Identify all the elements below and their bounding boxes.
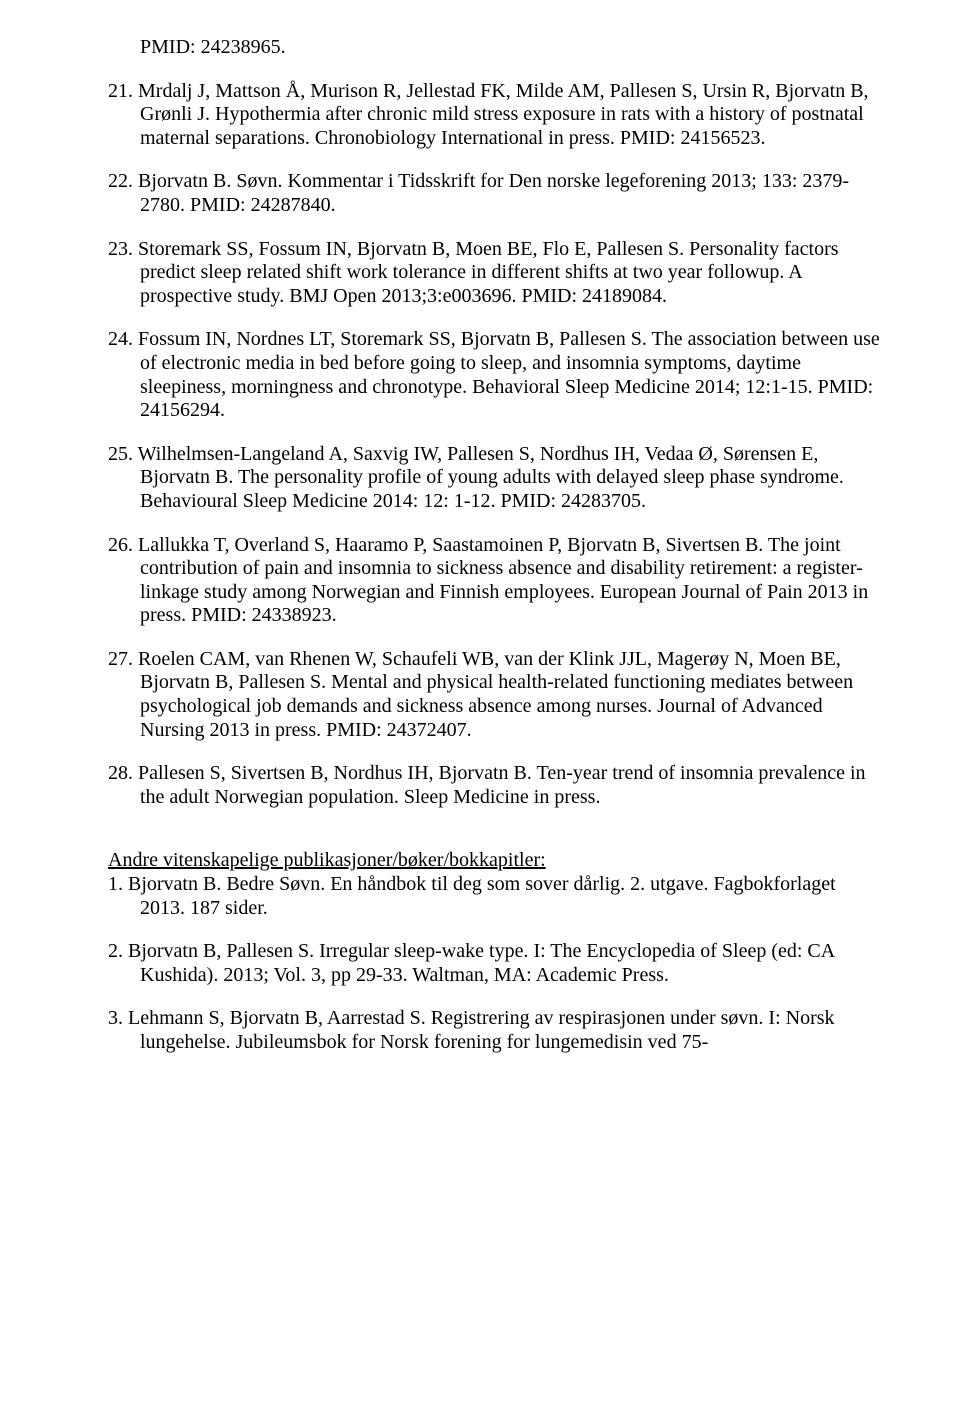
section-heading: Andre vitenskapelige publikasjoner/bøker… [108,849,880,873]
other-publication-2: 2. Bjorvatn B, Pallesen S. Irregular sle… [108,940,880,987]
reference-entry-26: 26. Lallukka T, Overland S, Haaramo P, S… [108,534,880,628]
document-page: PMID: 24238965. 21. Mrdalj J, Mattson Å,… [0,0,960,1408]
reference-entry-28: 28. Pallesen S, Sivertsen B, Nordhus IH,… [108,762,880,809]
other-publication-1: 1. Bjorvatn B. Bedre Søvn. En håndbok ti… [108,873,880,920]
reference-entry-23: 23. Storemark SS, Fossum IN, Bjorvatn B,… [108,238,880,309]
reference-entry-24: 24. Fossum IN, Nordnes LT, Storemark SS,… [108,328,880,422]
reference-entry-21: 21. Mrdalj J, Mattson Å, Murison R, Jell… [108,80,880,151]
reference-entry-22: 22. Bjorvatn B. Søvn. Kommentar i Tidssk… [108,170,880,217]
pmid-top: PMID: 24238965. [108,36,880,60]
reference-entry-27: 27. Roelen CAM, van Rhenen W, Schaufeli … [108,648,880,742]
other-publication-3: 3. Lehmann S, Bjorvatn B, Aarrestad S. R… [108,1007,880,1054]
reference-entry-25: 25. Wilhelmsen-Langeland A, Saxvig IW, P… [108,443,880,514]
